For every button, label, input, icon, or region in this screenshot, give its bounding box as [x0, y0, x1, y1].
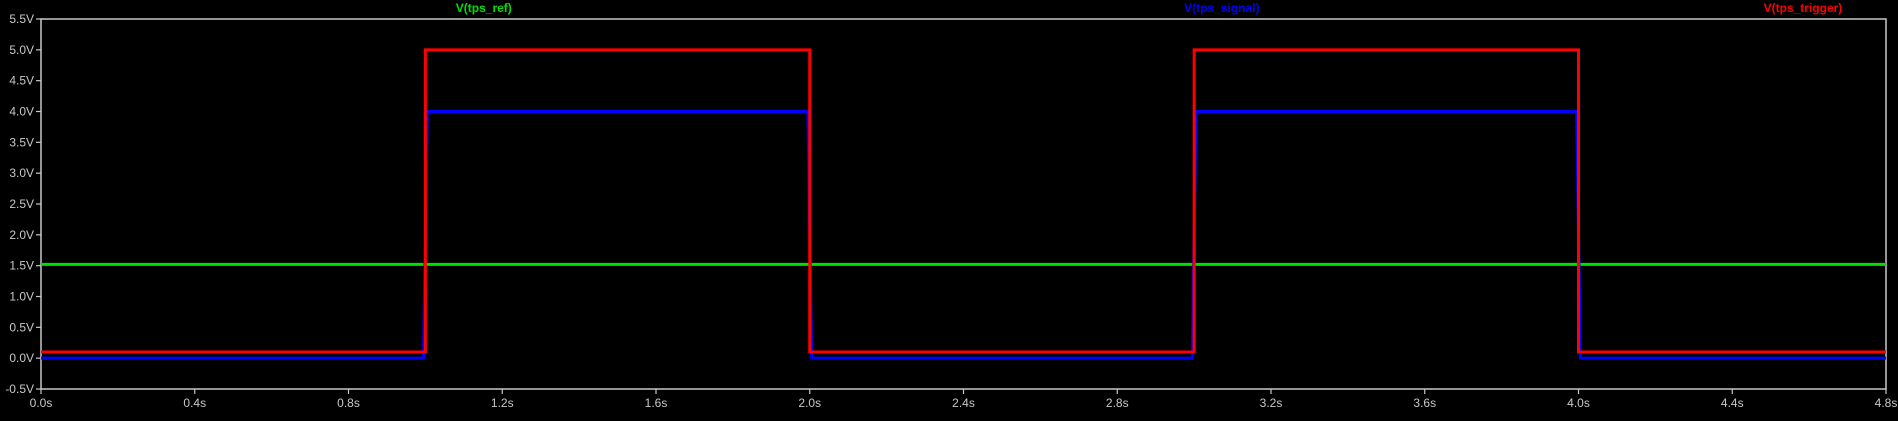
y-tick-label: 3.5V: [9, 135, 34, 149]
x-tick-label: 4.0s: [1567, 396, 1590, 410]
y-tick-label: 5.5V: [9, 12, 34, 26]
legend-entry-v-tps-trigger-[interactable]: V(tps_trigger): [1764, 1, 1843, 15]
x-tick-label: 1.6s: [645, 396, 668, 410]
x-tick-label: 2.0s: [798, 396, 821, 410]
x-tick-label: 3.6s: [1413, 396, 1436, 410]
x-tick-label: 0.4s: [183, 396, 206, 410]
y-tick-label: 2.0V: [9, 228, 34, 242]
x-tick-label: 3.2s: [1260, 396, 1283, 410]
x-tick-label: 0.0s: [30, 396, 53, 410]
y-tick-label: 1.0V: [9, 290, 34, 304]
x-tick-label: 0.8s: [337, 396, 360, 410]
y-tick-label: 3.0V: [9, 166, 34, 180]
x-tick-label: 1.2s: [491, 396, 514, 410]
y-tick-label: 1.5V: [9, 259, 34, 273]
x-tick-label: 2.4s: [952, 396, 975, 410]
y-tick-label: 4.5V: [9, 74, 34, 88]
series-line-v-tps-trigger-: [41, 48, 1886, 354]
series-line-v-tps-signal-: [41, 110, 1886, 360]
plot-frame: [40, 18, 1887, 390]
x-tick-label: 4.8s: [1875, 396, 1898, 410]
legend-entry-v-tps-signal-[interactable]: V(tps_signal): [1184, 1, 1259, 15]
y-tick-label: 2.5V: [9, 197, 34, 211]
y-tick-label: 0.5V: [9, 320, 34, 334]
x-tick-label: 4.4s: [1721, 396, 1744, 410]
y-tick-label: 0.0V: [9, 351, 34, 365]
x-tick-label: 2.8s: [1106, 396, 1129, 410]
y-tick-label: 4.0V: [9, 105, 34, 119]
y-tick-label: -0.5V: [5, 382, 34, 396]
y-tick-label: 5.0V: [9, 43, 34, 57]
legend-entry-v-tps-ref-[interactable]: V(tps_ref): [456, 1, 512, 15]
